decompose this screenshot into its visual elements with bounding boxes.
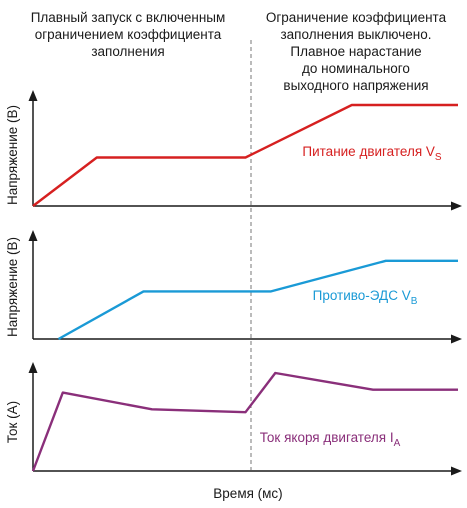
series-line [32, 103, 458, 207]
series-line [57, 259, 458, 341]
header-right-line-5: выходного напряжения [283, 78, 428, 93]
y-axis-label: Напряжение (В) [5, 105, 20, 205]
x-axis-label: Время (мс) [213, 486, 282, 501]
y-axis-arrow-icon [28, 230, 38, 241]
header-left-line-1: Плавный запуск с включенным [31, 10, 226, 25]
series-label-subscript: B [411, 296, 418, 307]
header-right-line-4: до номинального [302, 61, 410, 76]
series-label-text: Ток якоря двигателя I [260, 430, 394, 445]
y-axis-label: Напряжение (В) [5, 237, 20, 337]
y-axis-arrow-icon [28, 362, 38, 373]
series-label: Ток якоря двигателя IA [260, 430, 401, 449]
panel-supply-voltage: Напряжение (В) Питание двигателя VS [5, 90, 462, 211]
x-axis-arrow-icon [451, 201, 462, 211]
series-label: Противо-ЭДС VB [313, 288, 418, 307]
x-axis-arrow-icon [451, 466, 462, 476]
header-right-line-3: Плавное нарастание [290, 44, 421, 59]
header-left-line-2: ограничением коэффициента [35, 27, 222, 42]
x-axis-arrow-icon [451, 334, 462, 344]
panel-armature-current: Ток (А) Ток якоря двигателя IA [5, 362, 462, 476]
header-right: Ограничение коэффициента заполнения выкл… [266, 10, 447, 93]
header-left-line-3: заполнения [91, 44, 164, 59]
y-axis-label: Ток (А) [5, 401, 20, 443]
header-left: Плавный запуск с включенным ограничением… [31, 10, 226, 59]
y-axis-arrow-icon [28, 90, 38, 101]
series-label-subscript: A [394, 438, 401, 449]
series-label-text: Питание двигателя V [302, 144, 435, 159]
panel-back-emf: Напряжение (В) Противо-ЭДС VB [5, 230, 462, 344]
series-label-subscript: S [435, 152, 442, 163]
header-right-line-1: Ограничение коэффициента [266, 10, 447, 25]
series-label: Питание двигателя VS [302, 144, 442, 163]
series-label-text: Противо-ЭДС V [313, 288, 411, 303]
series-line [31, 371, 458, 472]
header-right-line-2: заполнения выключено. [280, 27, 431, 42]
